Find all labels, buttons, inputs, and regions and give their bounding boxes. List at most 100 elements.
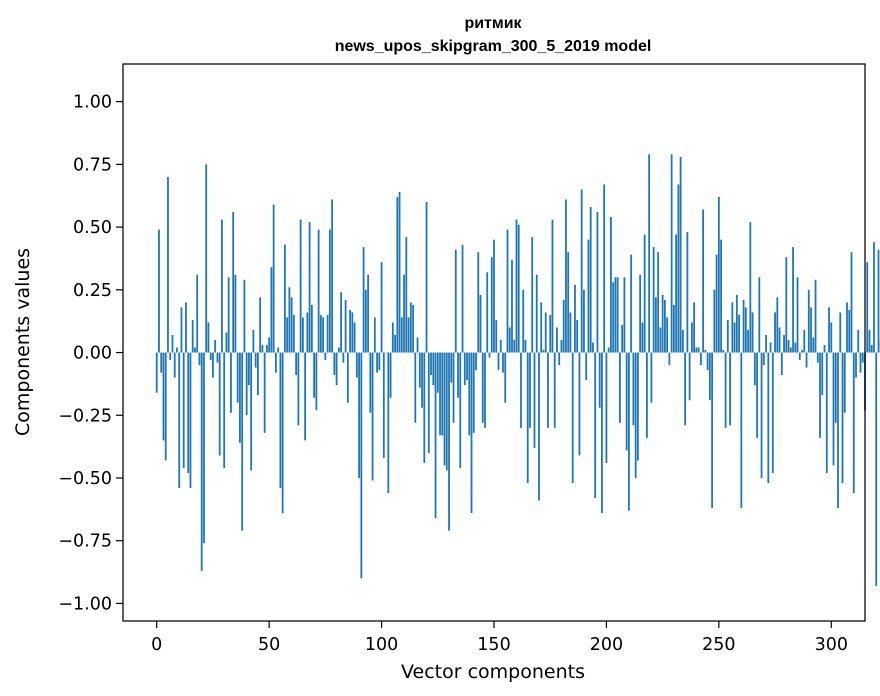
bar-151 xyxy=(495,319,498,353)
bar-193 xyxy=(589,207,592,353)
bar-23 xyxy=(207,322,210,353)
bar-254 xyxy=(726,319,729,353)
bar-205 xyxy=(616,277,619,353)
bar-80 xyxy=(335,352,338,386)
bar-14 xyxy=(187,352,190,473)
bar-123 xyxy=(432,352,435,386)
bar-34 xyxy=(232,212,235,353)
bar-167 xyxy=(531,237,534,353)
bar-190 xyxy=(583,289,585,353)
bar-150 xyxy=(493,239,495,353)
bar-295 xyxy=(819,352,821,438)
bar-308 xyxy=(848,309,851,353)
bar-276 xyxy=(776,297,779,353)
bar-61 xyxy=(292,314,295,353)
bar-130 xyxy=(448,352,450,531)
bar-207 xyxy=(621,324,624,353)
y-tick-label: 0.25 xyxy=(73,281,112,301)
bar-157 xyxy=(508,327,511,353)
bar-113 xyxy=(409,302,412,353)
bar-213 xyxy=(634,352,637,478)
bar-58 xyxy=(286,317,289,353)
bar-154 xyxy=(502,352,504,373)
bar-284 xyxy=(794,342,797,353)
bar-285 xyxy=(796,277,799,353)
bar-143 xyxy=(477,252,480,353)
bar-15 xyxy=(189,352,192,489)
bar-313 xyxy=(859,352,862,373)
bar-41 xyxy=(248,352,250,386)
bar-142 xyxy=(475,352,477,371)
bar-110 xyxy=(403,274,405,353)
bar-122 xyxy=(430,352,432,376)
bar-45 xyxy=(257,352,259,396)
x-tick-label: 200 xyxy=(590,635,623,655)
y-tick-label: −1.00 xyxy=(58,594,112,614)
bar-194 xyxy=(592,342,594,353)
bar-149 xyxy=(490,257,493,353)
bar-261 xyxy=(742,299,745,353)
bar-160 xyxy=(515,219,518,353)
x-axis-ticks: 0 50 100 150 200 250 300 xyxy=(151,621,848,655)
bar-233 xyxy=(679,156,682,353)
bar-283 xyxy=(792,247,794,353)
bar-277 xyxy=(778,327,781,353)
bar-21 xyxy=(203,352,205,544)
bar-42 xyxy=(250,352,253,471)
bar-243 xyxy=(702,209,705,353)
bar-51 xyxy=(270,267,273,353)
bar-318 xyxy=(870,345,873,353)
bar-46 xyxy=(259,297,262,353)
bar-91 xyxy=(360,352,363,579)
bar-184 xyxy=(569,312,572,353)
bar-127 xyxy=(441,352,444,436)
bar-22 xyxy=(205,164,208,353)
bar-73 xyxy=(319,314,322,353)
bar-137 xyxy=(463,352,466,386)
bar-94 xyxy=(367,274,369,353)
bar-175 xyxy=(549,314,552,353)
bar-117 xyxy=(418,352,421,388)
bar-197 xyxy=(598,352,601,408)
bar-286 xyxy=(798,352,801,361)
bar-8 xyxy=(173,352,176,378)
bar-98 xyxy=(376,352,378,373)
bar-291 xyxy=(810,307,812,353)
bar-168 xyxy=(533,352,536,448)
bar-1 xyxy=(158,229,160,353)
bar-255 xyxy=(729,352,731,426)
bar-62 xyxy=(295,352,298,376)
y-tick-label: 1.00 xyxy=(73,93,112,113)
bar-28 xyxy=(218,352,221,456)
bar-169 xyxy=(535,274,538,353)
bar-90 xyxy=(358,352,360,478)
bar-201 xyxy=(607,347,610,353)
bar-70 xyxy=(313,352,316,398)
bar-104 xyxy=(389,352,392,398)
bar-116 xyxy=(416,337,419,353)
bar-288 xyxy=(803,329,806,353)
bar-72 xyxy=(317,229,320,353)
bar-134 xyxy=(457,352,459,398)
bar-236 xyxy=(686,232,689,353)
bar-182 xyxy=(565,199,567,353)
bar-174 xyxy=(547,352,549,428)
bar-206 xyxy=(619,352,621,423)
bar-256 xyxy=(731,302,734,353)
bar-162 xyxy=(520,352,522,428)
bar-241 xyxy=(697,347,700,353)
bar-84 xyxy=(344,299,347,353)
bar-279 xyxy=(783,334,785,353)
bar-299 xyxy=(828,307,830,353)
bar-292 xyxy=(812,337,815,353)
bar-222 xyxy=(654,297,657,353)
bar-321 xyxy=(877,249,880,353)
bar-52 xyxy=(272,204,275,353)
bar-26 xyxy=(214,339,217,353)
bar-202 xyxy=(610,217,612,353)
chart-title-line1: ритмик xyxy=(464,15,522,32)
y-tick-label: −0.75 xyxy=(58,532,112,552)
bar-124 xyxy=(434,352,437,519)
bar-287 xyxy=(801,350,803,353)
bar-33 xyxy=(230,352,232,413)
